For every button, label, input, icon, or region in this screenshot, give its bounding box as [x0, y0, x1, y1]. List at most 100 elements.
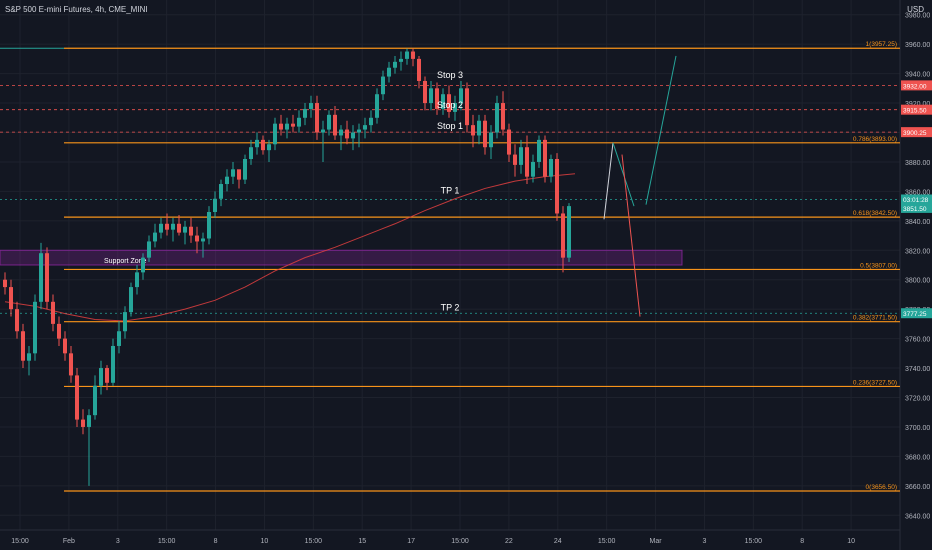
candle-body — [405, 51, 409, 59]
candle-body — [483, 120, 487, 148]
x-tick-label: 15:00 — [158, 538, 176, 545]
candle-body — [423, 80, 427, 104]
symbol-title: S&P 500 E-mini Futures, 4h, CME_MINI — [5, 5, 148, 14]
candle-body — [159, 223, 163, 233]
candle-body — [507, 129, 511, 155]
candle-body — [303, 108, 307, 118]
candle-body — [387, 67, 391, 77]
stop-price-tag-text: 3915.50 — [903, 108, 927, 115]
candle-body — [69, 353, 73, 376]
fib-level-label: 0.382(3771.50) — [853, 315, 897, 322]
y-tick-label: 3880.00 — [905, 160, 930, 167]
fib-level-label: 0(3656.50) — [866, 484, 897, 491]
candle-body — [417, 58, 421, 81]
candle-body — [489, 132, 493, 148]
x-tick-label: 3 — [702, 538, 706, 545]
candle-body — [315, 103, 319, 133]
projection-arrow-up-1 — [603, 142, 614, 220]
candle-body — [123, 312, 127, 332]
candle-body — [471, 125, 475, 136]
candle-body — [81, 419, 85, 427]
candle-body — [345, 129, 349, 139]
level-annotation: TP 1 — [441, 186, 460, 196]
candle-body — [279, 123, 283, 130]
support-zone-box — [0, 249, 683, 266]
tp-price-tag-text: 3777.25 — [903, 311, 927, 318]
candle-body — [381, 76, 385, 95]
candle-body — [57, 323, 61, 339]
candle-body — [297, 117, 301, 127]
candle-body — [531, 161, 535, 177]
candle-body — [519, 147, 523, 165]
candle-body — [225, 176, 229, 185]
level-annotation: TP 2 — [441, 302, 460, 312]
candle-body — [459, 88, 463, 104]
candle-body — [255, 139, 259, 148]
fib-level-label: 0.5(3807.00) — [860, 262, 897, 269]
candle-body — [213, 198, 217, 212]
x-tick-label: 22 — [505, 538, 513, 545]
candle-body — [453, 103, 457, 112]
fib-level-label: 0.618(3842.50) — [853, 210, 897, 217]
currency-label: USD — [907, 5, 924, 14]
candle-body — [45, 253, 49, 302]
projection-arrow-up-2 — [645, 55, 677, 205]
candle-body — [393, 61, 397, 68]
candle-body — [117, 331, 121, 346]
y-tick-label: 3840.00 — [905, 219, 930, 226]
candle-body — [513, 154, 517, 165]
y-tick-label: 3980.00 — [905, 13, 930, 20]
x-tick-label: 15:00 — [598, 538, 616, 545]
candle-body — [261, 139, 265, 151]
candle-body — [177, 223, 181, 233]
candle-body — [171, 223, 175, 230]
candle-body — [111, 345, 115, 383]
candle-body — [567, 206, 571, 258]
current-price-tag — [901, 194, 932, 213]
y-tick-label: 3920.00 — [905, 101, 930, 108]
x-tick-label: 15 — [358, 538, 366, 545]
candle-body — [141, 257, 145, 273]
support-zone-label: Support Zone — [104, 258, 147, 265]
y-tick-label: 3800.00 — [905, 278, 930, 285]
y-tick-label: 3940.00 — [905, 72, 930, 79]
y-tick-label: 3640.00 — [905, 513, 930, 520]
x-tick-label: 24 — [554, 538, 562, 545]
candle-body — [429, 88, 433, 104]
candle-body — [561, 213, 565, 258]
stop-price-tag — [901, 127, 932, 138]
candle-body — [63, 338, 67, 354]
candle-body — [537, 139, 541, 162]
candle-body — [153, 232, 157, 242]
candle-body — [3, 279, 7, 288]
current-price-text: 3851.50 — [903, 206, 927, 213]
candle-body — [291, 123, 295, 127]
y-tick-label: 3860.00 — [905, 189, 930, 196]
x-tick-label: 15:00 — [305, 538, 323, 545]
moving-average-line — [4, 173, 576, 322]
candle-body — [15, 309, 19, 332]
stop-price-tag — [901, 80, 932, 91]
candle-body — [219, 184, 223, 199]
x-tick-label: 3 — [116, 538, 120, 545]
candle-body — [543, 139, 547, 177]
candle-body — [165, 223, 169, 230]
candle-body — [237, 169, 241, 180]
candle-body — [339, 129, 343, 136]
y-tick-label: 3760.00 — [905, 337, 930, 344]
candle-body — [273, 123, 277, 145]
candle-body — [201, 238, 205, 242]
candle-body — [39, 253, 43, 302]
candle-body — [321, 129, 325, 133]
candle-body — [447, 94, 451, 112]
fib-level-label: 1(3957.25) — [866, 41, 897, 48]
x-tick-label: Feb — [63, 538, 75, 545]
projection-arrow-down-2 — [621, 154, 641, 317]
candle-body — [399, 58, 403, 62]
candle-body — [285, 123, 289, 130]
candle-body — [93, 385, 97, 416]
x-tick-label: 15:00 — [451, 538, 469, 545]
candle-body — [99, 368, 103, 386]
candle-body — [9, 287, 13, 310]
